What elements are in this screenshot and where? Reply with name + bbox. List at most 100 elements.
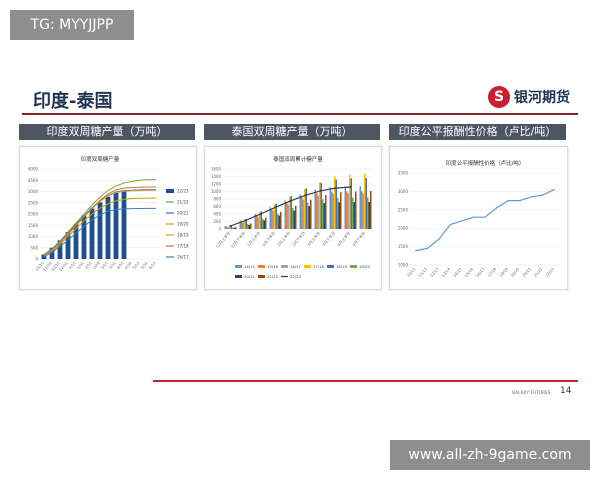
thailand-production-bar [265,217,267,229]
india-frp-xtick-label: 13/14 [440,266,451,278]
india-frp-point [495,207,498,209]
india-production-xtick-label: 5/15 [131,260,141,270]
thailand-production-ytick-label: 1600 [211,167,222,172]
thailand-production-bar [274,204,276,229]
thailand-production-bar [263,220,265,229]
india-frp-point [472,216,475,218]
thailand-production-bar [232,227,234,229]
panel-header-india-frp: 印度公平报酬性价格（卢比/吨） [389,124,566,140]
india-production-bar [57,240,63,259]
thailand-production-bar [304,188,306,229]
india-frp-xtick-label: 20/21 [521,266,532,278]
thailand-production-legend-label: 14/15 [244,264,256,269]
india-production-chart: 0 500 1000 1500 2000 2500 3000 3500 4000 印度双周糖产量 1… [28,155,189,272]
thailand-production-bar [337,197,339,229]
india-frp-xtick-label: 15/16 [463,266,474,278]
india-production-legend-label: 19/20 [177,222,189,227]
thailand-production-legend-swatch [258,275,265,278]
india-production-xtick-label: 6/15 [147,260,157,270]
india-frp-point [519,200,521,202]
thailand-production-bar [331,191,333,229]
thailand-production-bar [227,227,229,229]
india-frp-xtick-label: 14/15 [452,266,463,278]
india-production-bar [97,202,103,259]
thailand-production-bar [224,226,226,229]
thailand-production-legend-swatch [235,275,242,278]
thailand-production-bar [299,194,301,229]
india-production-xtick-label: 12/15 [50,260,61,272]
india-production-xtick-label: 2/28 [91,260,101,270]
thailand-production-chart: 0 200 400 600 800 1000 1200 1400 1600 泰国双周累计糖产量 12… [211,155,373,279]
india-production-xtick-label: 11/30 [42,260,53,272]
thailand-production-bar [250,223,252,229]
india-production-ytick-label: 500 [30,245,38,250]
thailand-production-xtick-label: 3月下半月 [321,230,336,247]
thailand-production-legend-swatch [235,265,242,268]
page-number: 14 [560,386,572,396]
thailand-production-legend-label: 20/21 [244,274,256,279]
thailand-production-ytick-label: 800 [213,197,221,202]
chart-panel-thailand-production: 0 200 400 600 800 1000 1200 1400 1600 泰国双周累计糖产量 12… [204,146,382,290]
thailand-production-bar [260,211,262,229]
india-production-legend-label: 20/21 [177,211,189,216]
india-frp-ytick-label: 1500 [398,244,409,249]
thailand-production-bar [335,179,337,229]
thailand-production-line-point [244,219,247,222]
india-production-ytick-label: 4000 [28,167,39,172]
india-production-line [43,207,156,258]
thailand-production-xtick-label: 12月下半月 [230,230,247,249]
india-production-xtick-label: 2/15 [83,260,93,270]
thailand-production-bar [248,224,250,229]
india-frp-point [449,223,451,226]
india-frp-point [484,216,486,218]
india-production-bar [113,192,119,259]
india-production-bar [73,223,79,259]
thailand-production-bar [292,208,294,229]
india-production-ytick-label: 3500 [28,178,39,183]
india-production-legend-label: 22/23 [177,189,189,194]
thailand-production-line-point [349,186,352,188]
thailand-production-line-point [304,194,307,197]
thailand-production-legend-label: 22/23 [290,274,302,279]
thailand-production-bar [368,202,370,229]
thailand-production-bar [349,174,351,229]
india-frp-title: 印度公平报酬性价格（卢比/吨） [446,159,525,167]
chart-panel-india-production: 0 500 1000 1500 2000 2500 3000 3500 4000 印度双周糖产量 1… [19,146,197,290]
thailand-production-bar [277,213,279,229]
thailand-production-bar [230,225,232,229]
thailand-production-legend-swatch [350,265,357,268]
india-production-line [43,197,157,257]
thailand-production-bar [332,193,334,229]
thailand-production-bar [361,191,363,229]
india-production-bar [49,247,55,259]
india-production-legend-swatch [166,189,174,193]
thailand-production-bar [233,227,235,229]
thailand-production-line-point [319,189,322,192]
watermark: www.all-zh-9game.com [390,440,590,470]
thailand-production-legend-label: 19/20 [359,264,371,269]
india-frp-ytick-label: 1000 [398,263,409,268]
india-frp-xtick-label: 22/23 [544,266,555,278]
thailand-production-bar [284,200,286,229]
thailand-production-ytick-label: 0 [218,227,221,232]
thailand-production-xtick-label: 2月上半月 [276,230,291,247]
footer-brand: GALAXY FUTURES [512,390,551,395]
thailand-production-bar [362,193,364,229]
thailand-production-ytick-label: 400 [213,212,221,217]
india-production-bar [65,232,71,259]
thailand-production-bar [302,199,304,229]
india-frp-line [415,189,555,252]
india-production-xtick-label: 4/30 [123,260,133,270]
india-frp-ytick-label: 3000 [398,189,409,194]
india-production-bar [105,196,111,259]
thailand-production-bar [346,191,348,229]
thailand-production-bar [289,196,291,229]
india-frp-point [553,188,555,191]
thailand-production-line-point [334,187,337,190]
india-frp-point [415,250,417,252]
india-production-xtick-label: 5/31 [139,260,149,270]
thailand-production-bar [275,203,277,229]
india-frp-ytick-label: 2000 [398,226,409,231]
india-frp-point [530,196,532,198]
india-frp-xtick-label: 21/22 [533,266,544,278]
